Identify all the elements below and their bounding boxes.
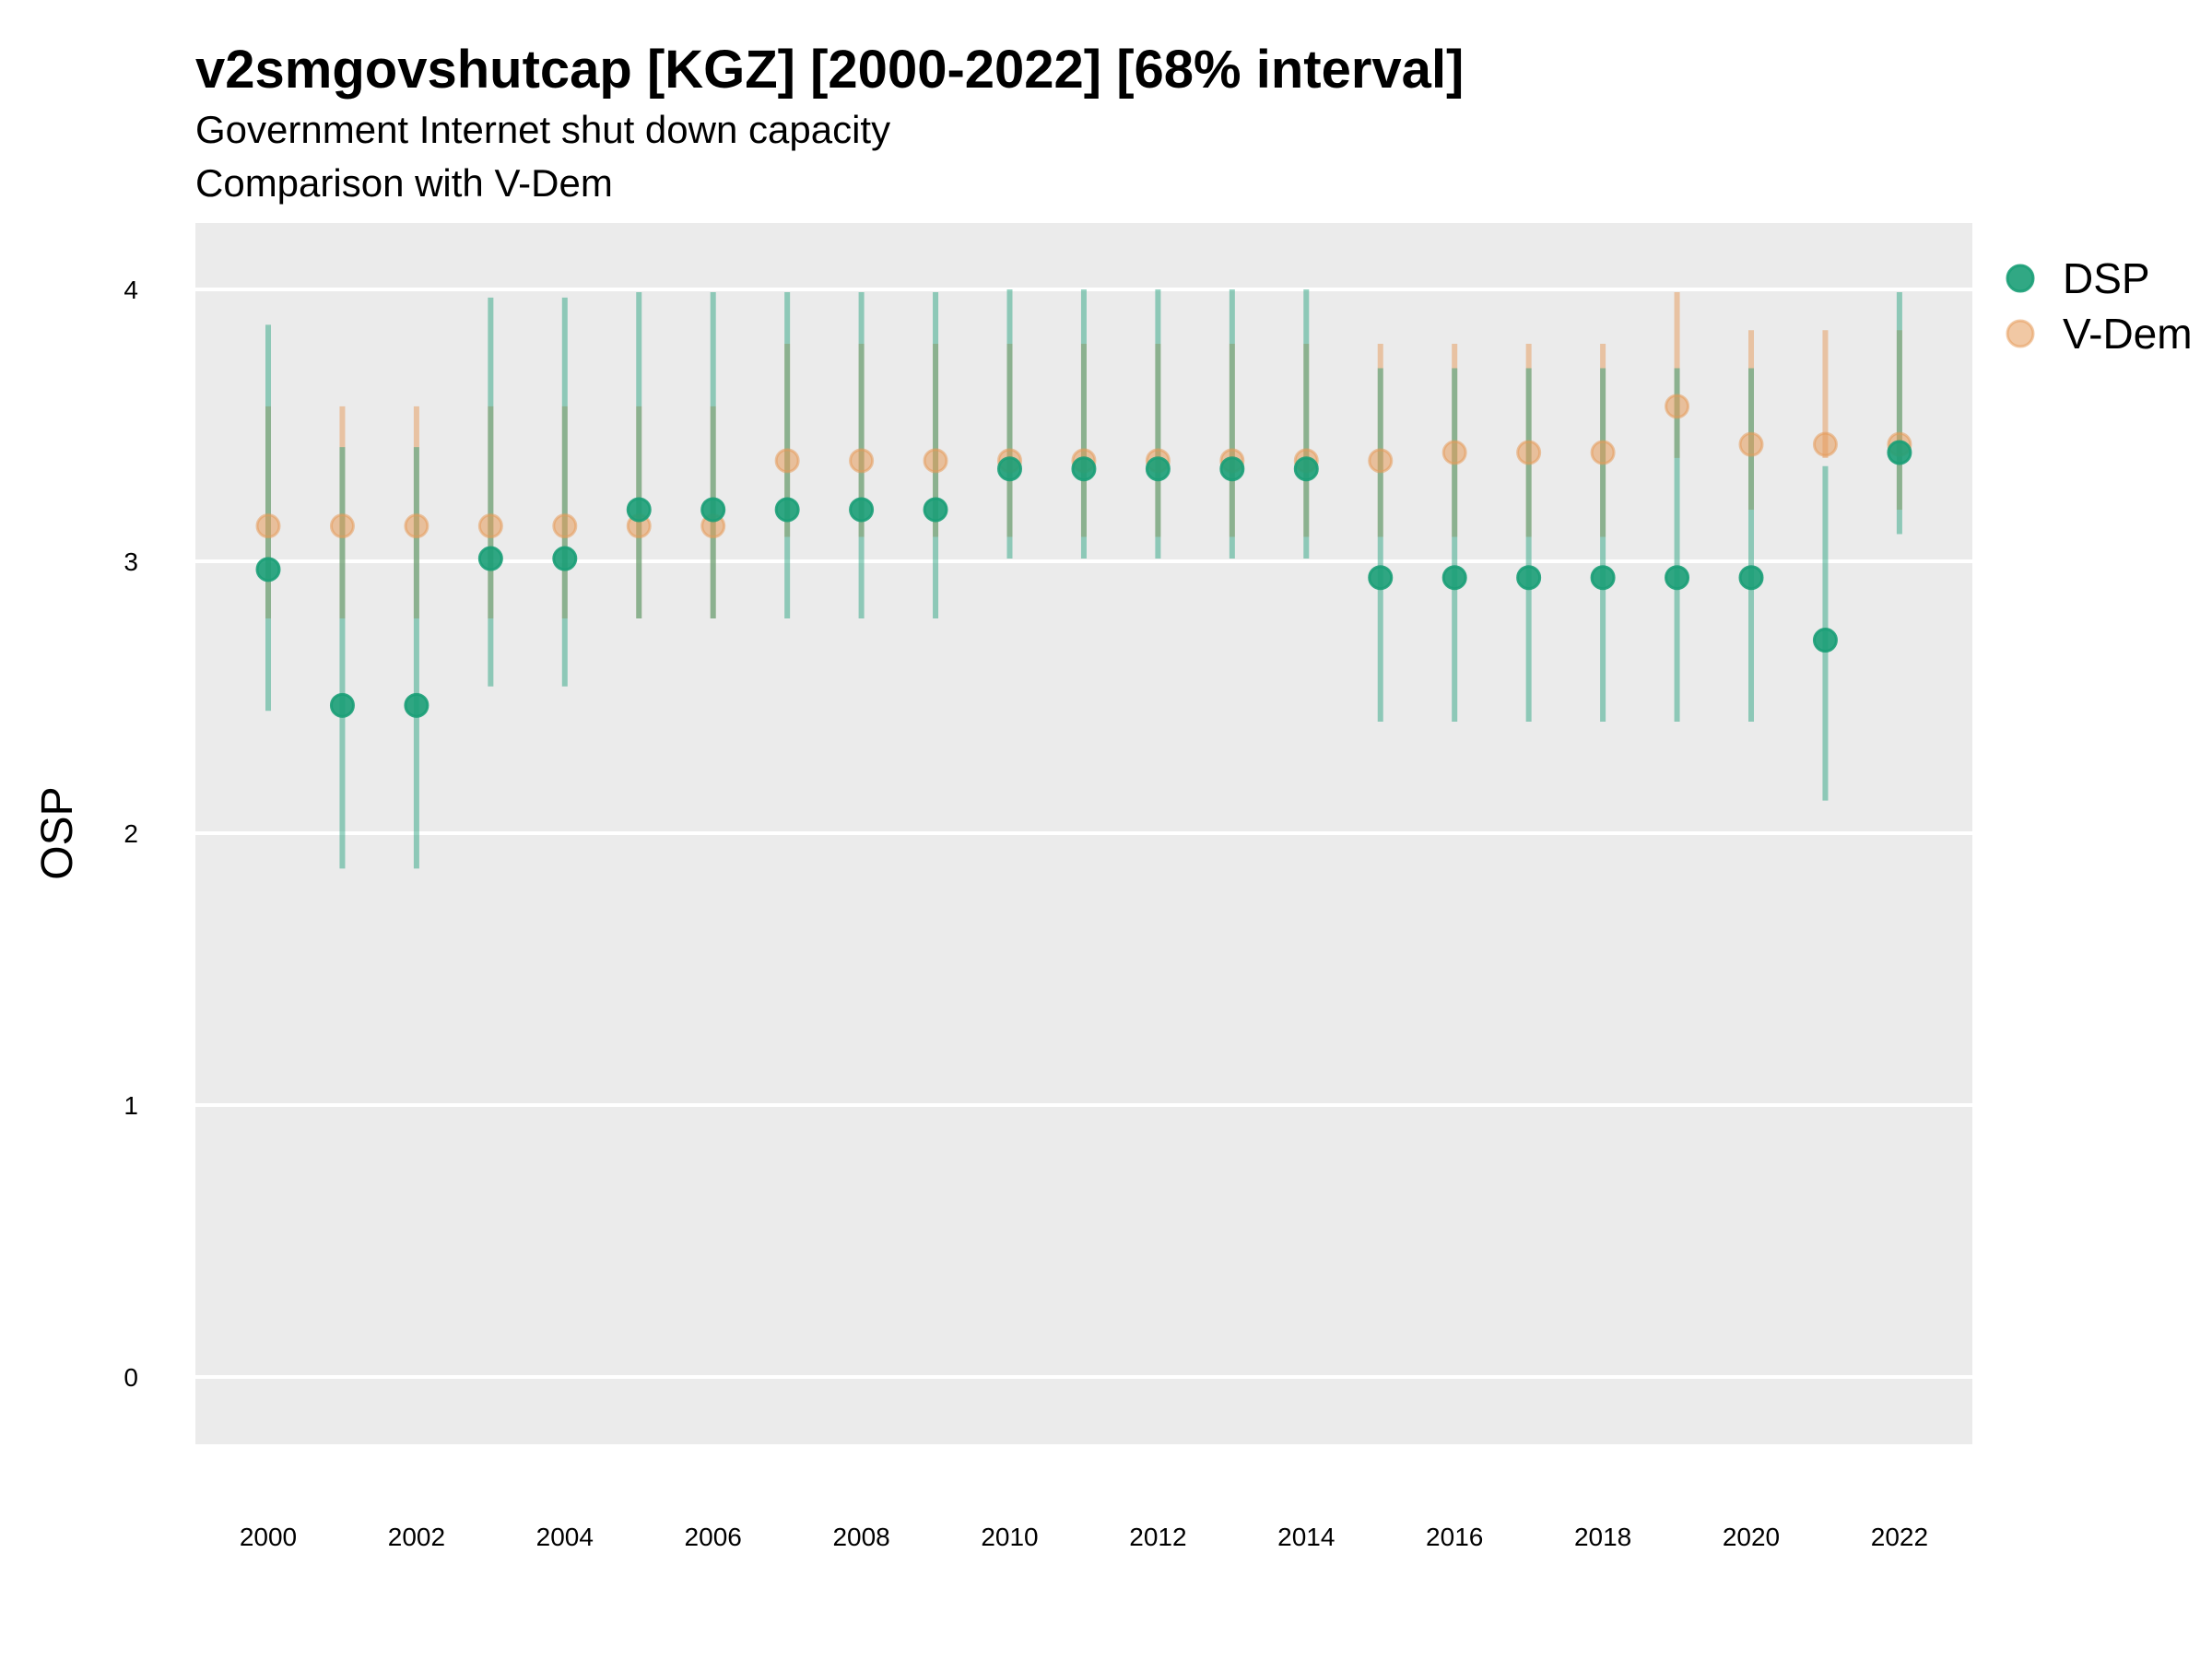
x-tick-label-2010: 2010 [981,1523,1038,1551]
legend-swatch-dsp [2006,264,2035,293]
vdem-point-2008 [849,448,875,474]
dsp-point-2001 [329,692,355,718]
dsp-point-2008 [849,497,875,523]
x-tick-label-2020: 2020 [1723,1523,1780,1551]
dsp-point-2019 [1665,565,1690,591]
y-tick-label-0: 0 [124,1363,138,1392]
dsp-point-2015 [1368,565,1394,591]
legend-label-dsp: DSP [2063,254,2150,302]
dsp-point-2005 [626,497,652,523]
dsp-point-2006 [700,497,726,523]
x-tick-label-2008: 2008 [832,1523,889,1551]
vdem-point-2000 [255,513,281,539]
chart-subtitle-line-2: Comparison with V-Dem [195,161,613,205]
dsp-point-2013 [1219,456,1245,482]
dsp-point-2014 [1293,456,1319,482]
legend-label-vdem: V-Dem [2063,310,2193,358]
vdem-point-2021 [1812,431,1838,457]
vdem-point-2016 [1441,440,1467,465]
dsp-point-2011 [1071,456,1097,482]
chart-title: v2smgovshutcap [KGZ] [2000-2022] [68% in… [195,40,1464,100]
dsp-point-2004 [552,546,578,571]
y-tick-label-1: 1 [124,1091,138,1120]
y-tick-label-2: 2 [124,819,138,848]
dsp-point-2009 [923,497,948,523]
vdem-point-2020 [1738,431,1764,457]
vdem-point-2018 [1590,440,1616,465]
vdem-point-2004 [552,513,578,539]
vdem-point-2003 [477,513,503,539]
x-tick-label-2014: 2014 [1277,1523,1335,1551]
vdem-point-2017 [1516,440,1542,465]
interval-bars [265,289,1902,869]
dsp-point-2002 [404,692,429,718]
x-tick-label-2004: 2004 [536,1523,594,1551]
y-tick-label-3: 3 [124,547,138,576]
dsp-point-2007 [774,497,800,523]
chart-subtitle-line-1: Government Internet shut down capacity [195,108,890,151]
dsp-point-2003 [477,546,503,571]
dsp-point-2020 [1738,565,1764,591]
x-tick-label-2006: 2006 [685,1523,742,1551]
y-tick-label-4: 4 [124,276,138,304]
vdem-point-2002 [404,513,429,539]
x-tick-label-2018: 2018 [1574,1523,1631,1551]
legend-swatch-vdem [2006,319,2035,348]
dsp-point-2022 [1887,440,1912,465]
x-tick-label-2016: 2016 [1426,1523,1483,1551]
dsp-point-2012 [1145,456,1171,482]
x-tick-label-2012: 2012 [1129,1523,1186,1551]
dsp-point-2017 [1516,565,1542,591]
vdem-point-2001 [329,513,355,539]
dsp-point-2010 [997,456,1022,482]
y-axis-title: OSP [33,786,82,879]
x-tick-label-2022: 2022 [1871,1523,1928,1551]
dsp-point-2018 [1590,565,1616,591]
vdem-point-2019 [1665,394,1690,419]
vdem-point-2007 [774,448,800,474]
dsp-point-2000 [255,557,281,582]
y-axis-ticks: 0 1 2 3 4 [124,276,138,1392]
dsp-point-2021 [1812,628,1838,653]
vdem-point-2009 [923,448,948,474]
x-tick-label-2000: 2000 [240,1523,297,1551]
vdem-point-2015 [1368,448,1394,474]
x-tick-label-2002: 2002 [388,1523,445,1551]
legend: DSP V-Dem [2006,254,2193,358]
dsp-point-2016 [1441,565,1467,591]
estimate-points [255,394,1912,718]
x-axis-ticks: 2000 2002 2004 2006 2008 2010 2012 2014 2016 2018… [240,1523,1928,1551]
